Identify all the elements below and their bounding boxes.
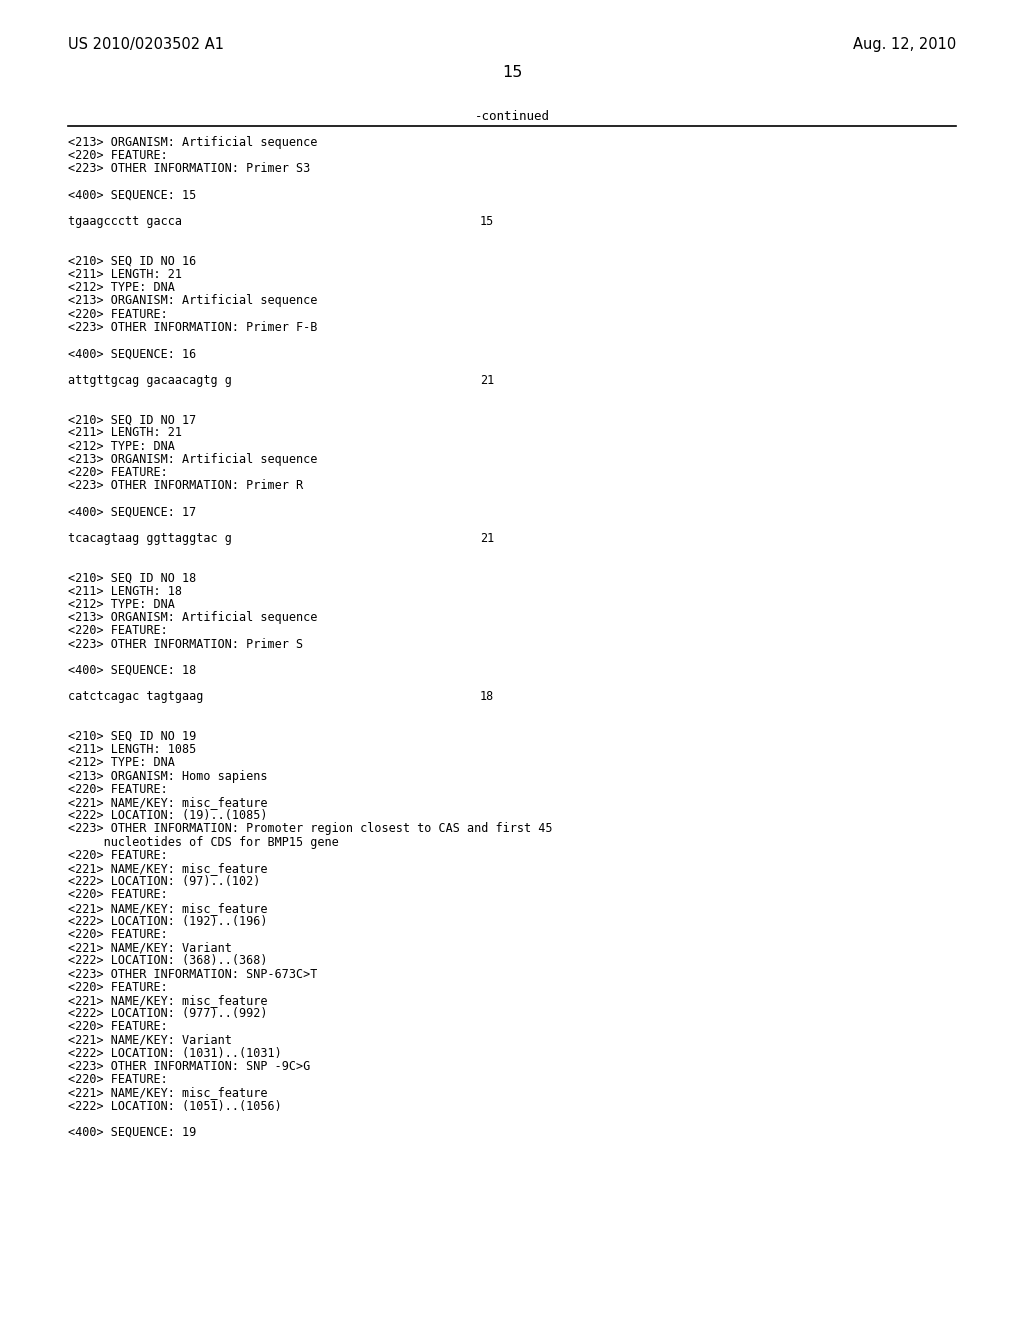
Text: nucleotides of CDS for BMP15 gene: nucleotides of CDS for BMP15 gene [68,836,339,849]
Text: <221> NAME/KEY: misc_feature: <221> NAME/KEY: misc_feature [68,994,267,1007]
Text: <223> OTHER INFORMATION: SNP-673C>T: <223> OTHER INFORMATION: SNP-673C>T [68,968,317,981]
Text: Aug. 12, 2010: Aug. 12, 2010 [853,37,956,51]
Text: <223> OTHER INFORMATION: Primer S: <223> OTHER INFORMATION: Primer S [68,638,303,651]
Text: <400> SEQUENCE: 15: <400> SEQUENCE: 15 [68,189,197,202]
Text: <220> FEATURE:: <220> FEATURE: [68,783,168,796]
Text: <222> LOCATION: (97)..(102): <222> LOCATION: (97)..(102) [68,875,260,888]
Text: <222> LOCATION: (19)..(1085): <222> LOCATION: (19)..(1085) [68,809,267,822]
Text: <221> NAME/KEY: Variant: <221> NAME/KEY: Variant [68,941,231,954]
Text: <222> LOCATION: (977)..(992): <222> LOCATION: (977)..(992) [68,1007,267,1020]
Text: 18: 18 [480,690,495,704]
Text: <210> SEQ ID NO 18: <210> SEQ ID NO 18 [68,572,197,585]
Text: <221> NAME/KEY: misc_feature: <221> NAME/KEY: misc_feature [68,796,267,809]
Text: <220> FEATURE:: <220> FEATURE: [68,1020,168,1034]
Text: <220> FEATURE:: <220> FEATURE: [68,624,168,638]
Text: <220> FEATURE:: <220> FEATURE: [68,981,168,994]
Text: tcacagtaag ggttaggtac g: tcacagtaag ggttaggtac g [68,532,231,545]
Text: <221> NAME/KEY: misc_feature: <221> NAME/KEY: misc_feature [68,862,267,875]
Text: <220> FEATURE:: <220> FEATURE: [68,308,168,321]
Text: <223> OTHER INFORMATION: Primer R: <223> OTHER INFORMATION: Primer R [68,479,303,492]
Text: <220> FEATURE:: <220> FEATURE: [68,849,168,862]
Text: <223> OTHER INFORMATION: SNP -9C>G: <223> OTHER INFORMATION: SNP -9C>G [68,1060,310,1073]
Text: <211> LENGTH: 21: <211> LENGTH: 21 [68,268,182,281]
Text: <220> FEATURE:: <220> FEATURE: [68,466,168,479]
Text: <221> NAME/KEY: misc_feature: <221> NAME/KEY: misc_feature [68,1086,267,1100]
Text: 21: 21 [480,532,495,545]
Text: <221> NAME/KEY: Variant: <221> NAME/KEY: Variant [68,1034,231,1047]
Text: <220> FEATURE:: <220> FEATURE: [68,928,168,941]
Text: 21: 21 [480,374,495,387]
Text: tgaagccctt gacca: tgaagccctt gacca [68,215,182,228]
Text: <212> TYPE: DNA: <212> TYPE: DNA [68,598,175,611]
Text: <220> FEATURE:: <220> FEATURE: [68,888,168,902]
Text: <213> ORGANISM: Artificial sequence: <213> ORGANISM: Artificial sequence [68,453,317,466]
Text: <222> LOCATION: (192)..(196): <222> LOCATION: (192)..(196) [68,915,267,928]
Text: -continued: -continued [474,110,550,123]
Text: <213> ORGANISM: Artificial sequence: <213> ORGANISM: Artificial sequence [68,294,317,308]
Text: <211> LENGTH: 18: <211> LENGTH: 18 [68,585,182,598]
Text: <213> ORGANISM: Artificial sequence: <213> ORGANISM: Artificial sequence [68,136,317,149]
Text: <400> SEQUENCE: 16: <400> SEQUENCE: 16 [68,347,197,360]
Text: <222> LOCATION: (1051)..(1056): <222> LOCATION: (1051)..(1056) [68,1100,282,1113]
Text: <211> LENGTH: 1085: <211> LENGTH: 1085 [68,743,197,756]
Text: attgttgcag gacaacagtg g: attgttgcag gacaacagtg g [68,374,231,387]
Text: <223> OTHER INFORMATION: Primer F-B: <223> OTHER INFORMATION: Primer F-B [68,321,317,334]
Text: catctcagac tagtgaag: catctcagac tagtgaag [68,690,204,704]
Text: 15: 15 [480,215,495,228]
Text: <222> LOCATION: (1031)..(1031): <222> LOCATION: (1031)..(1031) [68,1047,282,1060]
Text: <222> LOCATION: (368)..(368): <222> LOCATION: (368)..(368) [68,954,267,968]
Text: <400> SEQUENCE: 17: <400> SEQUENCE: 17 [68,506,197,519]
Text: <210> SEQ ID NO 19: <210> SEQ ID NO 19 [68,730,197,743]
Text: <220> FEATURE:: <220> FEATURE: [68,1073,168,1086]
Text: <400> SEQUENCE: 19: <400> SEQUENCE: 19 [68,1126,197,1139]
Text: <213> ORGANISM: Artificial sequence: <213> ORGANISM: Artificial sequence [68,611,317,624]
Text: <400> SEQUENCE: 18: <400> SEQUENCE: 18 [68,664,197,677]
Text: <212> TYPE: DNA: <212> TYPE: DNA [68,756,175,770]
Text: <221> NAME/KEY: misc_feature: <221> NAME/KEY: misc_feature [68,902,267,915]
Text: <210> SEQ ID NO 16: <210> SEQ ID NO 16 [68,255,197,268]
Text: US 2010/0203502 A1: US 2010/0203502 A1 [68,37,224,51]
Text: <213> ORGANISM: Homo sapiens: <213> ORGANISM: Homo sapiens [68,770,267,783]
Text: <223> OTHER INFORMATION: Primer S3: <223> OTHER INFORMATION: Primer S3 [68,162,310,176]
Text: <210> SEQ ID NO 17: <210> SEQ ID NO 17 [68,413,197,426]
Text: <220> FEATURE:: <220> FEATURE: [68,149,168,162]
Text: <211> LENGTH: 21: <211> LENGTH: 21 [68,426,182,440]
Text: <212> TYPE: DNA: <212> TYPE: DNA [68,440,175,453]
Text: 15: 15 [502,65,522,81]
Text: <223> OTHER INFORMATION: Promoter region closest to CAS and first 45: <223> OTHER INFORMATION: Promoter region… [68,822,553,836]
Text: <212> TYPE: DNA: <212> TYPE: DNA [68,281,175,294]
